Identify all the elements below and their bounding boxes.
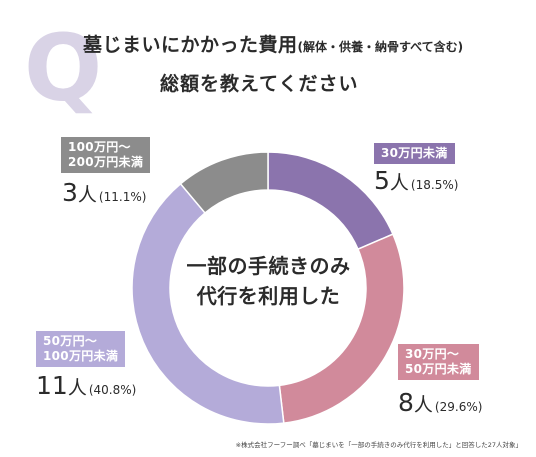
page-title-line2: 総額を教えてください	[160, 73, 359, 95]
badge-line2: 50万円未満	[405, 362, 472, 376]
donut-center-label: 一部の手続きのみ 代行を利用した	[166, 251, 371, 311]
donut-slices	[131, 151, 405, 425]
title-main: 墓じまいにかかった費用	[83, 34, 298, 56]
badge-line1: 50万円〜	[43, 334, 98, 348]
q-mark-logo: Q	[24, 15, 102, 122]
value-unit: 人	[77, 184, 97, 206]
center-line2: 代行を利用した	[196, 284, 341, 308]
category-badge-50-100: 50万円〜 100万円未満	[36, 331, 126, 367]
center-line1: 一部の手続きのみ	[186, 254, 351, 278]
page-title: 墓じまいにかかった費用(解体・供養・納骨すべて含む)	[83, 36, 523, 55]
value-percent: (40.8%)	[88, 383, 137, 397]
value-50-100: 11人 (40.8%)	[36, 371, 136, 400]
value-unit: 人	[389, 172, 409, 194]
value-count: 5	[374, 166, 390, 195]
value-count: 3	[62, 178, 78, 207]
value-unit: 人	[413, 394, 433, 416]
value-percent: (11.1%)	[98, 190, 147, 204]
badge-line2: 100万円未満	[43, 349, 119, 363]
value-unit: 人	[67, 377, 87, 399]
value-30-50: 8人 (29.6%)	[398, 388, 482, 417]
slice-100-200	[179, 151, 269, 214]
slice-50-100	[131, 182, 285, 425]
value-100-200: 3人 (11.1%)	[62, 178, 146, 207]
value-count: 11	[36, 371, 68, 400]
category-badge-under-30: 30万円未満	[374, 143, 455, 164]
category-badge-100-200: 100万円〜 200万円未満	[61, 137, 151, 173]
badge-line: 30万円未満	[381, 146, 448, 160]
value-count: 8	[398, 388, 414, 417]
category-badge-30-50: 30万円〜 50万円未満	[398, 344, 479, 380]
value-percent: (18.5%)	[410, 178, 459, 192]
source-footnote: ※株式会社フーフー調べ「墓じまいを「一部の手続きのみ代行を利用した」と回答した2…	[235, 441, 522, 449]
badge-line1: 100万円〜	[68, 140, 131, 154]
value-percent: (29.6%)	[434, 400, 483, 414]
title-subnote: (解体・供養・納骨すべて含む)	[297, 40, 464, 54]
badge-line2: 200万円未満	[68, 155, 144, 169]
badge-line1: 30万円〜	[405, 347, 460, 361]
value-under-30: 5人 (18.5%)	[374, 166, 458, 195]
